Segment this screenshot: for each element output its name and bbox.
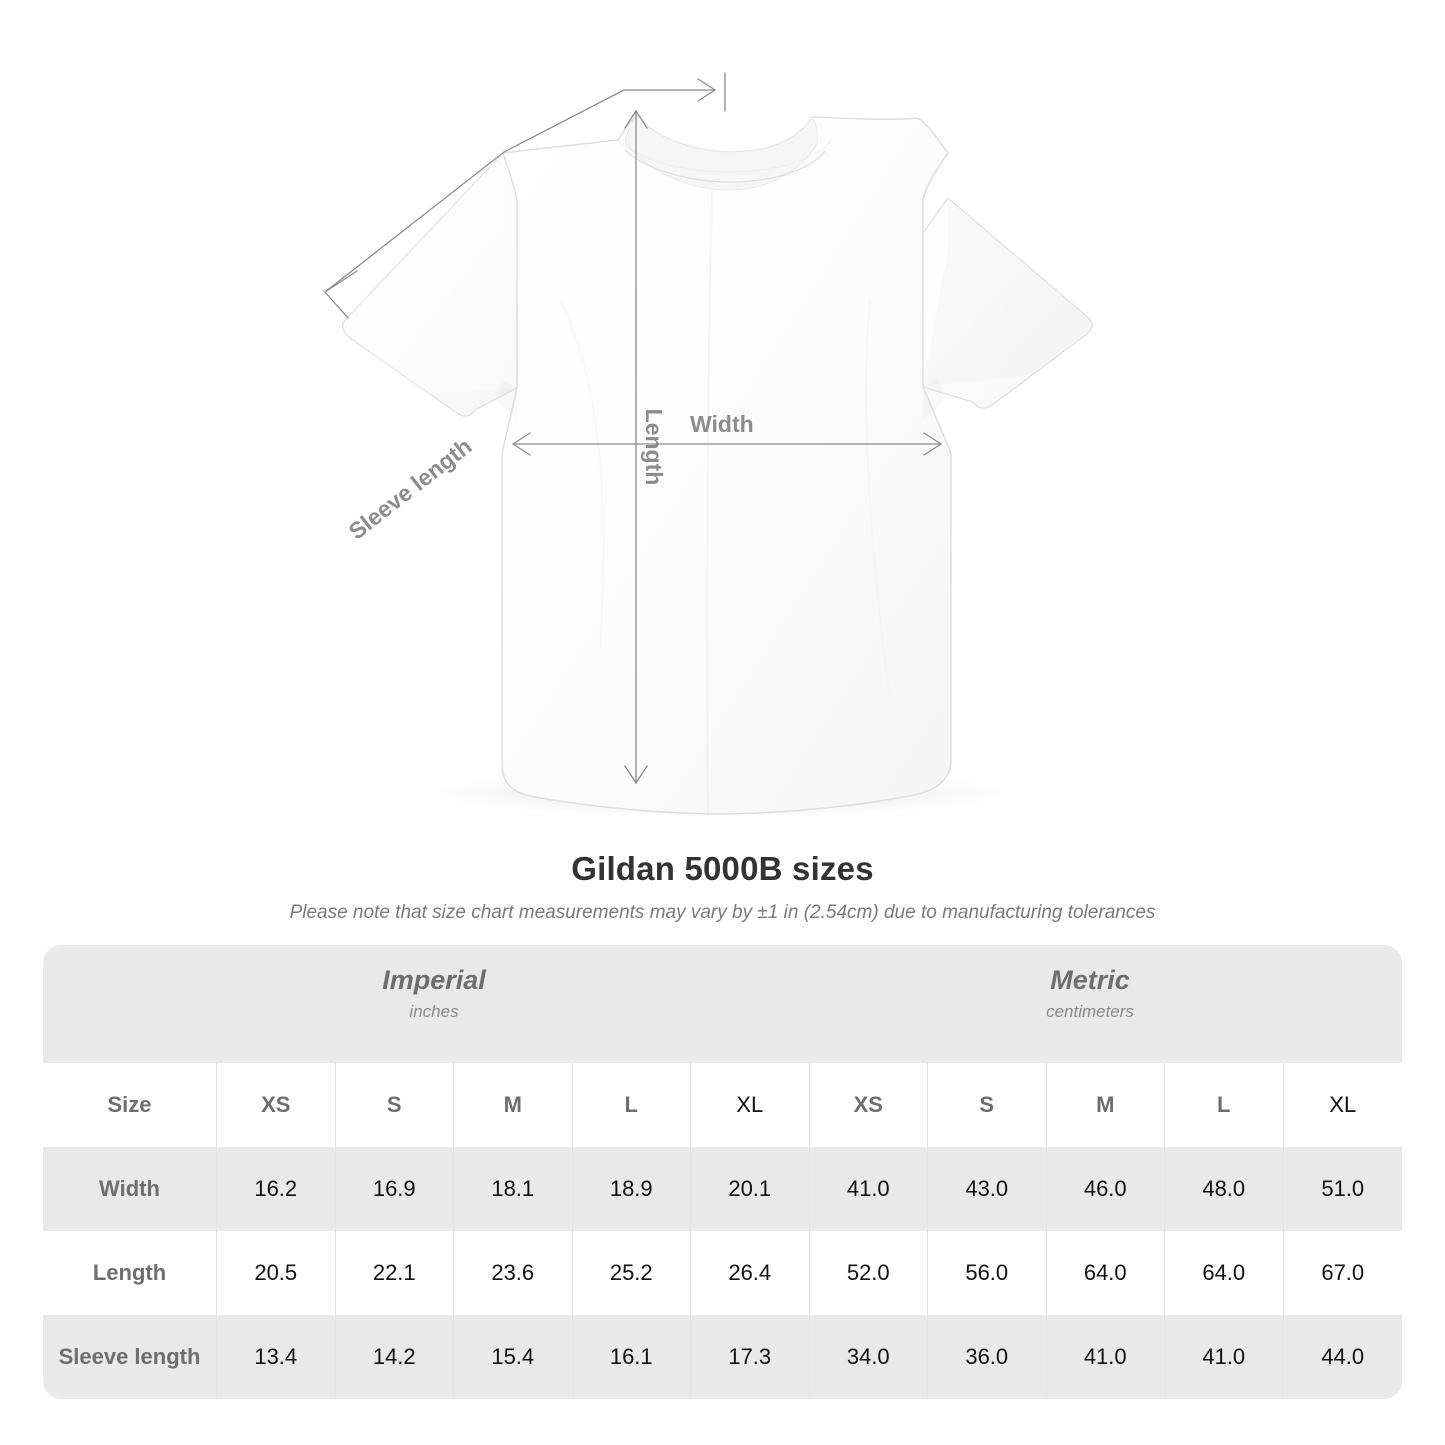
svg-text:Width: Width — [690, 411, 754, 437]
svg-text:Length: Length — [641, 409, 667, 486]
svg-text:Sleeve length: Sleeve length — [344, 433, 477, 545]
